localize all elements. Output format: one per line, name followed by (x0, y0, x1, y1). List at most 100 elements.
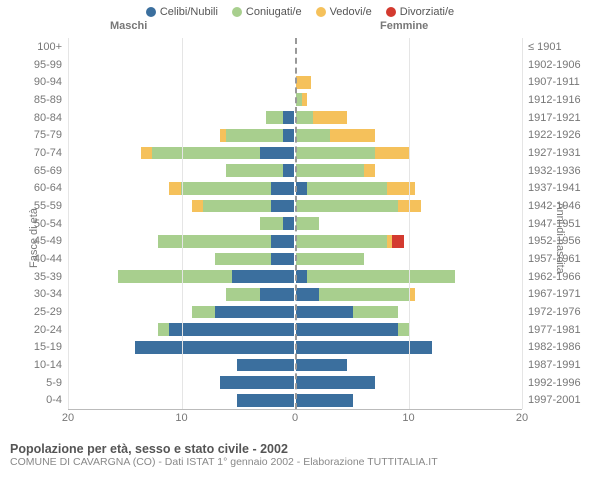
age-label: 0-4 (18, 394, 62, 406)
bar-segment (296, 270, 307, 283)
bar-male (266, 111, 295, 124)
birth-year-label: 1977-1981 (528, 324, 584, 336)
birth-year-label: 1992-1996 (528, 377, 584, 389)
bar-segment (232, 270, 294, 283)
age-label: 20-24 (18, 324, 62, 336)
bar-segment (260, 288, 294, 301)
bar-segment (302, 93, 308, 106)
age-label: 40-44 (18, 253, 62, 265)
bar-segment (118, 270, 231, 283)
bar-segment (296, 111, 313, 124)
bar-segment (296, 359, 347, 372)
bar-segment (353, 306, 398, 319)
grid-line (409, 38, 410, 409)
bar-segment (296, 376, 375, 389)
bar-female (295, 111, 347, 124)
grid-line (182, 38, 183, 409)
bar-segment (375, 147, 409, 160)
bar-female (295, 76, 311, 89)
bar-segment (409, 288, 415, 301)
birth-year-label: 1917-1921 (528, 112, 584, 124)
chart-subtitle: COMUNE DI CAVARGNA (CO) - Dati ISTAT 1° … (10, 456, 590, 468)
legend: Celibi/NubiliConiugati/eVedovi/eDivorzia… (0, 0, 600, 20)
birth-year-label: 1922-1926 (528, 129, 584, 141)
bar-female (295, 323, 410, 336)
age-label: 70-74 (18, 147, 62, 159)
bar-male (237, 359, 295, 372)
birth-year-label: 1927-1931 (528, 147, 584, 159)
bar-segment (215, 253, 272, 266)
x-tick-label: 0 (292, 412, 298, 424)
chart-footer: Popolazione per età, sesso e stato civil… (0, 438, 600, 468)
bar-segment (296, 394, 353, 407)
x-tick-label: 20 (62, 412, 74, 424)
birth-year-label: 1967-1971 (528, 288, 584, 300)
header-female: Femmine (380, 20, 428, 32)
bar-segment (296, 288, 319, 301)
bar-segment (271, 200, 294, 213)
bar-segment (307, 182, 386, 195)
legend-swatch (316, 7, 326, 17)
bar-segment (296, 235, 387, 248)
bar-male (220, 129, 295, 142)
bar-segment (169, 323, 294, 336)
bar-female (295, 217, 319, 230)
bar-segment (271, 182, 294, 195)
bar-male (260, 217, 295, 230)
legend-label: Divorziati/e (400, 6, 454, 18)
bar-segment (237, 359, 294, 372)
bar-segment (296, 200, 398, 213)
age-label: 85-89 (18, 94, 62, 106)
age-label: 80-84 (18, 112, 62, 124)
age-label: 90-94 (18, 76, 62, 88)
bar-segment (226, 129, 283, 142)
bar-segment (181, 182, 272, 195)
birth-year-label: 1997-2001 (528, 394, 584, 406)
center-line (295, 38, 297, 409)
bar-segment (283, 111, 294, 124)
bar-male (158, 235, 295, 248)
bar-male (215, 253, 295, 266)
bar-segment (387, 182, 415, 195)
age-label: 55-59 (18, 200, 62, 212)
bar-segment (319, 288, 410, 301)
age-label: 15-19 (18, 341, 62, 353)
bar-female (295, 359, 347, 372)
bar-segment (296, 76, 311, 89)
bar-male (192, 306, 295, 319)
bar-male (141, 147, 295, 160)
plot-area: 100+≤ 190195-991902-190690-941907-191185… (68, 38, 522, 410)
x-axis-ticks: 201001020 (68, 412, 522, 428)
age-label: 75-79 (18, 129, 62, 141)
bar-segment (158, 323, 169, 336)
birth-year-label: 1937-1941 (528, 182, 584, 194)
bar-segment (135, 341, 294, 354)
bar-female (295, 306, 398, 319)
age-label: 30-34 (18, 288, 62, 300)
birth-year-label: ≤ 1901 (528, 41, 584, 53)
pyramid-chart: Fasce di età Anni di nascita 100+≤ 19019… (10, 38, 590, 438)
birth-year-label: 1912-1916 (528, 94, 584, 106)
bar-male (226, 288, 295, 301)
age-label: 5-9 (18, 377, 62, 389)
bar-female (295, 164, 375, 177)
birth-year-label: 1907-1911 (528, 76, 584, 88)
bar-male (237, 394, 295, 407)
bar-female (295, 253, 364, 266)
bar-segment (226, 164, 283, 177)
bar-segment (220, 376, 294, 389)
bar-segment (296, 147, 375, 160)
age-label: 65-69 (18, 165, 62, 177)
bar-male (220, 376, 295, 389)
bar-segment (283, 129, 294, 142)
birth-year-label: 1942-1946 (528, 200, 584, 212)
legend-label: Coniugati/e (246, 6, 302, 18)
age-label: 100+ (18, 41, 62, 53)
bar-female (295, 288, 415, 301)
legend-item: Celibi/Nubili (146, 6, 218, 18)
age-label: 95-99 (18, 59, 62, 71)
bar-segment (260, 147, 294, 160)
bar-female (295, 129, 375, 142)
bar-segment (203, 200, 271, 213)
age-label: 25-29 (18, 306, 62, 318)
